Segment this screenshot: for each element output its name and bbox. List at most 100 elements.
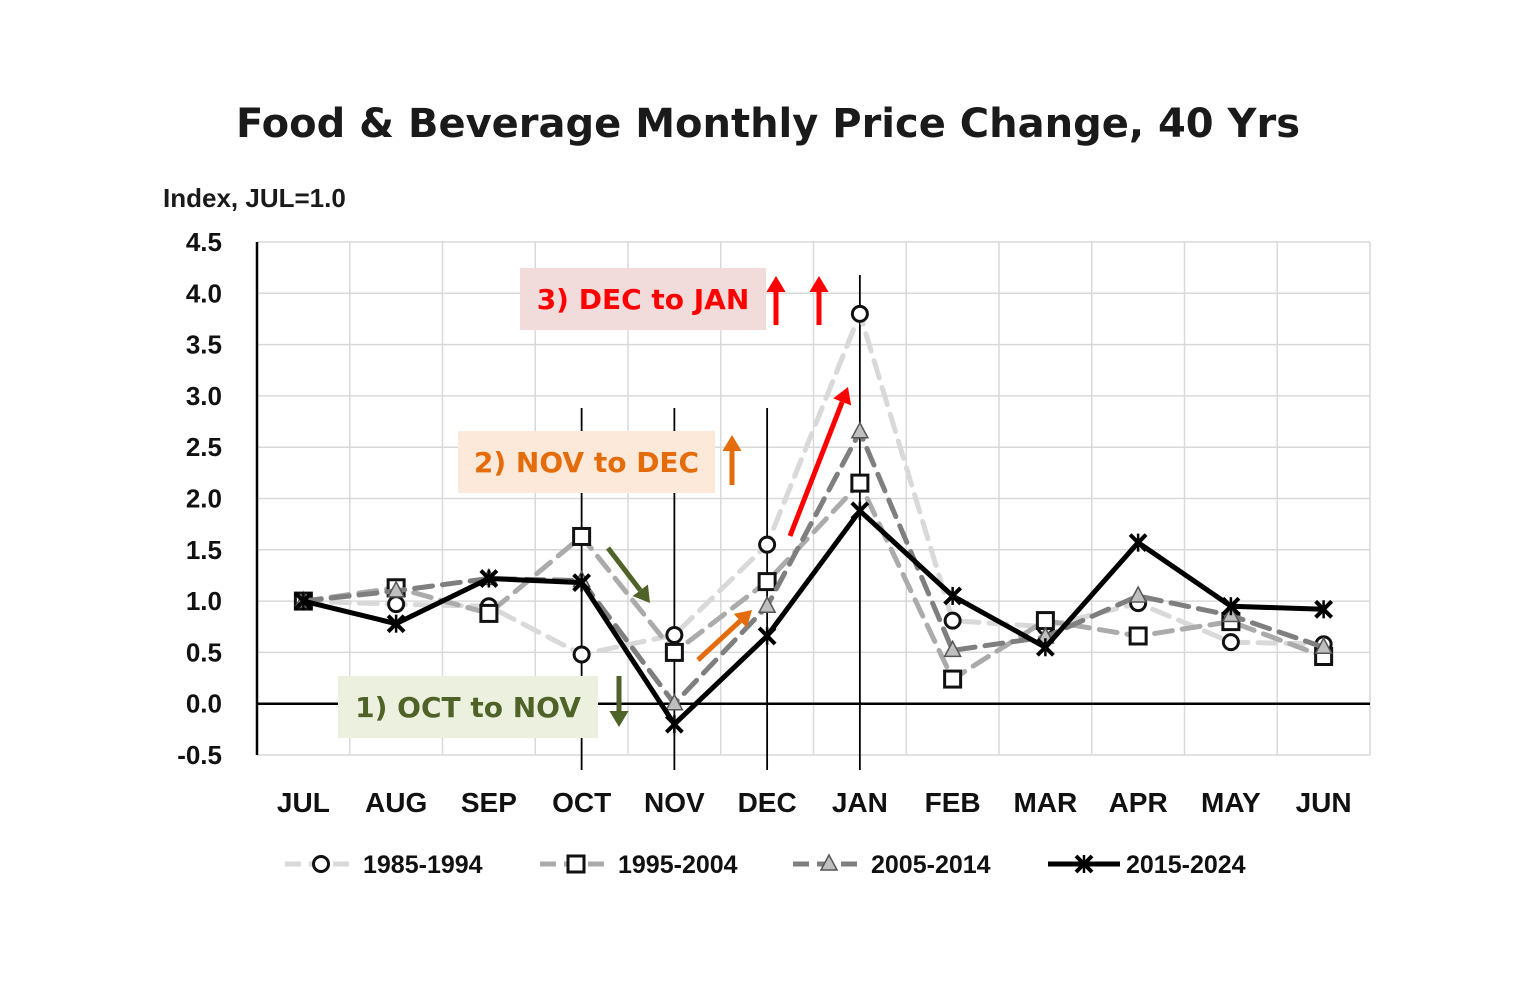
data-point [479,603,499,623]
data-point [850,473,870,493]
data-point [757,572,777,592]
y-axis-label: Index, JUL=1.0 [163,183,346,213]
data-point [850,501,870,521]
chart-title: Food & Beverage Monthly Price Change, 40… [236,101,1300,147]
dec-jan-up-arrow-2 [809,276,829,325]
x-tick-label: FEB [925,787,981,818]
annotation-label: 2) NOV to DEC [474,446,699,479]
nov-dec-arrow [696,610,752,662]
annotations: 1) OCT to NOV 2) NOV to DEC 3) DEC to JAN [338,268,852,738]
legend-marker [566,854,586,874]
y-tick-label: 1.0 [186,586,222,616]
nov-dec-up-arrow [722,435,742,485]
arrow-shaft [787,401,845,537]
data-point [1035,637,1055,657]
data-point [757,626,777,646]
arrow-head [809,276,829,292]
x-tick-label: NOV [644,787,705,818]
x-tick-label: MAR [1013,787,1077,818]
legend-marker [312,855,330,873]
legend-label: 2005-2014 [871,851,991,879]
data-point [1035,611,1055,631]
y-tick-label: 0.0 [186,689,222,719]
y-tick-label: 0.5 [186,637,222,667]
x-tick-label: MAY [1201,787,1261,818]
x-tick-label: JAN [832,787,888,818]
y-tick-label: 1.5 [186,535,222,565]
arrow-head [632,584,650,603]
data-point [1221,633,1240,652]
data-point [850,421,870,439]
arrow-head [609,711,629,727]
y-tick-labels: 4.5 4.0 3.5 3.0 2.5 2.0 1.5 1.0 0.5 0.0 -0.5 [177,227,222,770]
annotation-box [338,676,598,738]
data-point [1128,533,1148,553]
legend-label: 2015-2024 [1126,851,1246,879]
data-point [1221,596,1241,616]
arrow-head [833,387,852,406]
oct-nov-arrow [606,546,650,603]
legend-item-2005-2014: 2005-2014 [793,851,991,879]
data-point [293,591,313,611]
legend-label: 1995-2004 [618,851,738,879]
x-tick-label: JUL [277,787,330,818]
x-tick-label: OCT [552,787,611,818]
data-point [758,535,777,554]
data-point [943,611,962,630]
data-point [665,625,684,644]
annotation-2: 2) NOV to DEC [458,431,715,493]
arrow-head [722,435,742,451]
data-point [943,669,963,689]
annotation-label: 1) OCT to NOV [355,691,581,724]
annotation-box [520,268,766,330]
x-tick-label: DEC [738,787,797,818]
series-line [300,311,1327,657]
series-group [293,304,1334,734]
annotation-label: 3) DEC to JAN [537,283,750,316]
data-point [572,526,592,546]
legend-label: 1985-1994 [363,851,483,879]
y-tick-label: -0.5 [177,740,222,770]
legend-marker [1074,854,1094,874]
gridlines [257,241,1371,756]
x-tick-label: SEP [461,787,517,818]
series-line [300,429,1327,707]
legend: 1985-1994 1995-2004 2005-2014 2015-2024 [285,851,1246,879]
series-line [300,508,1327,727]
y-tick-label: 2.5 [186,432,222,462]
x-tick-label: JUN [1296,787,1352,818]
y-tick-label: 3.5 [186,330,222,360]
data-point [479,569,499,588]
oct-nov-down-arrow [609,676,629,727]
legend-marker [819,853,839,871]
x-tick-labels: JUL AUG SEP OCT NOV DEC JAN FEB MAR APR MAY JUN [277,787,1352,818]
series-line [300,480,1327,682]
x-tick-label: APR [1109,787,1168,818]
data-point [850,304,869,323]
data-point [387,595,406,614]
data-point [943,639,962,658]
data-point [386,580,406,598]
arrow-shaft [696,619,742,662]
x-tick-label: AUG [365,787,427,818]
y-tick-label: 4.5 [186,227,222,257]
series-2015-2024 [293,501,1334,734]
data-point [1128,585,1148,603]
dec-jan-up-arrow-1 [766,276,786,325]
dec-jan-arrow [787,387,852,537]
data-point [1128,626,1148,646]
data-point [1314,636,1333,655]
data-point [665,693,684,711]
data-point [572,573,592,593]
data-point [572,645,591,664]
data-point [1314,599,1334,619]
arrow-head [766,276,786,292]
data-point [757,595,777,613]
annotation-box [458,431,715,493]
annotation-1: 1) OCT to NOV [338,676,598,738]
annotation-3: 3) DEC to JAN [520,268,766,330]
data-point [943,586,963,606]
legend-item-2015-2024: 2015-2024 [1048,851,1246,879]
data-point [664,714,684,734]
